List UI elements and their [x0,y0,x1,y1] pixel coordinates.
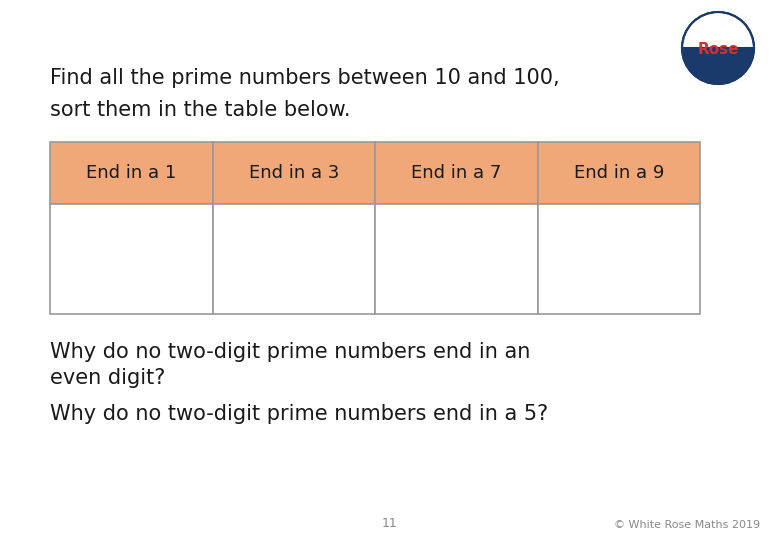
Text: © White Rose Maths 2019: © White Rose Maths 2019 [614,520,760,530]
Bar [537,142,700,204]
Text: even digit?: even digit? [50,368,165,388]
Bar [50,142,212,204]
Text: End in a 9: End in a 9 [573,164,664,182]
Bar [50,204,212,314]
Text: Why do no two-digit prime numbers end in an: Why do no two-digit prime numbers end in… [50,342,530,362]
Bar [537,204,700,314]
Text: Find all the prime numbers between 10 and 100,: Find all the prime numbers between 10 an… [50,68,559,88]
Text: End in a 3: End in a 3 [249,164,339,182]
Text: Rose: Rose [697,42,739,57]
Bar [212,204,375,314]
Bar [212,142,375,204]
Text: End in a 1: End in a 1 [86,164,176,182]
Bar [375,142,537,204]
Bar [375,204,537,314]
Text: End in a 7: End in a 7 [411,164,502,182]
Text: sort them in the table below.: sort them in the table below. [50,100,350,120]
Text: 11: 11 [382,517,398,530]
Text: White: White [697,28,739,40]
Wedge shape [682,12,754,48]
Text: Why do no two-digit prime numbers end in a 5?: Why do no two-digit prime numbers end in… [50,404,548,424]
Wedge shape [682,48,754,84]
Text: Maths: Maths [697,59,739,72]
